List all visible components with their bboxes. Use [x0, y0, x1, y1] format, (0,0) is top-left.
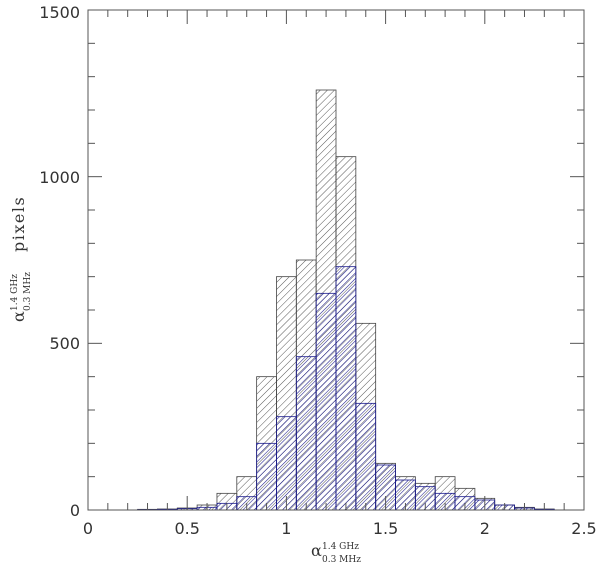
y-tick-label: 1500 — [39, 3, 80, 22]
histogram-bar-blue — [315, 292, 337, 511]
bars-blue-series — [137, 266, 555, 511]
y-axis-sub: 0.3 MHz — [23, 272, 33, 311]
x-tick-label: 0 — [83, 519, 93, 538]
axis-ticks — [87, 9, 585, 511]
x-axis-sub: 0.3 MHz — [322, 555, 361, 565]
x-axis-symbol: α — [311, 541, 322, 560]
x-tick-label: 1.5 — [373, 519, 398, 538]
y-axis-suffix: pixels — [9, 196, 28, 252]
plot-frame — [87, 9, 585, 511]
histogram-bar-blue — [355, 402, 377, 511]
x-axis-sup: 1.4 GHz — [322, 542, 359, 552]
x-tick-label: 0.5 — [174, 519, 199, 538]
histogram-bar-blue — [256, 442, 277, 511]
y-axis-sup: 1.4 GHz — [10, 274, 20, 311]
y-axis-label: α 1.4 GHz 0.3 MHz pixels — [9, 196, 33, 322]
x-tick-labels: 0 0.5 1 1.5 2 2.5 — [83, 519, 597, 538]
y-axis-symbol: α — [9, 311, 28, 322]
y-tick-label: 1000 — [39, 168, 80, 187]
histogram-bar-blue — [335, 266, 357, 511]
y-tick-labels: 0 500 1000 1500 — [39, 3, 80, 520]
y-tick-label: 500 — [49, 334, 80, 353]
x-tick-label: 2 — [480, 519, 490, 538]
x-tick-label: 2.5 — [571, 519, 596, 538]
x-axis-label: α 1.4 GHz 0.3 MHz — [311, 541, 361, 565]
x-tick-label: 1 — [281, 519, 291, 538]
y-tick-label: 0 — [70, 501, 80, 520]
histogram-bar-blue — [295, 356, 317, 511]
